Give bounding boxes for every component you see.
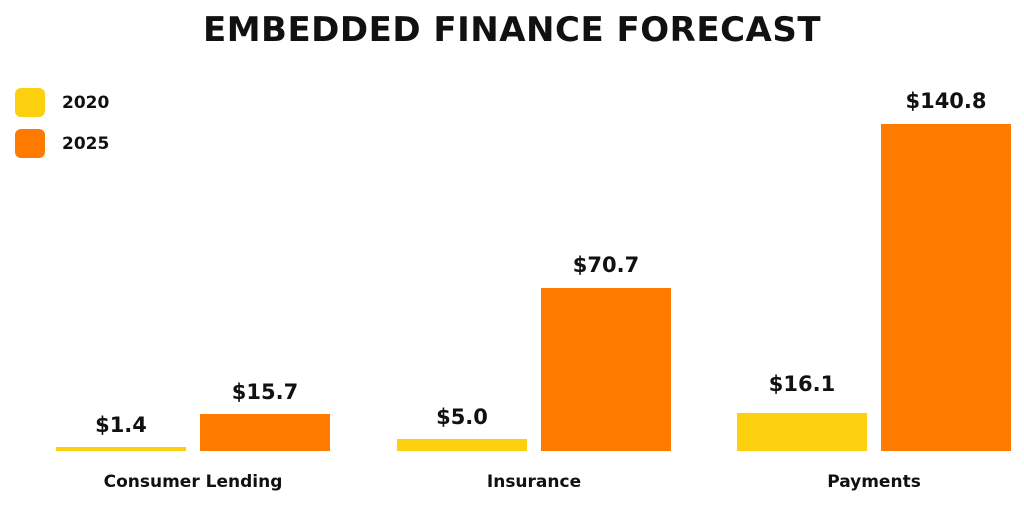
bar-2020: [56, 447, 186, 451]
bar-2020: [737, 413, 867, 451]
legend-swatch-2020: [15, 88, 45, 117]
legend-swatch-2025: [15, 129, 45, 158]
value-label-2025: $15.7: [231, 380, 299, 404]
chart-title: EMBEDDED FINANCE FORECAST: [202, 10, 822, 50]
legend-label: 2025: [62, 133, 110, 154]
bar-2025: [541, 288, 671, 451]
value-label-2025: $70.7: [572, 253, 640, 277]
bar-2025: [881, 124, 1011, 451]
category-label: Consumer Lending: [103, 472, 283, 492]
value-label-2020: $5.0: [436, 405, 488, 429]
value-label-2025: $140.8: [905, 89, 987, 113]
bar-2025: [200, 414, 330, 451]
category-label: Insurance: [486, 472, 582, 492]
legend-item-2020: 2020: [15, 88, 109, 117]
category-label: Payments: [827, 472, 921, 492]
legend-label: 2020: [62, 92, 110, 113]
value-label-2020: $16.1: [768, 372, 836, 396]
bar-2020: [397, 439, 527, 451]
legend-item-2025: 2025: [15, 129, 109, 158]
value-label-2020: $1.4: [95, 413, 147, 437]
